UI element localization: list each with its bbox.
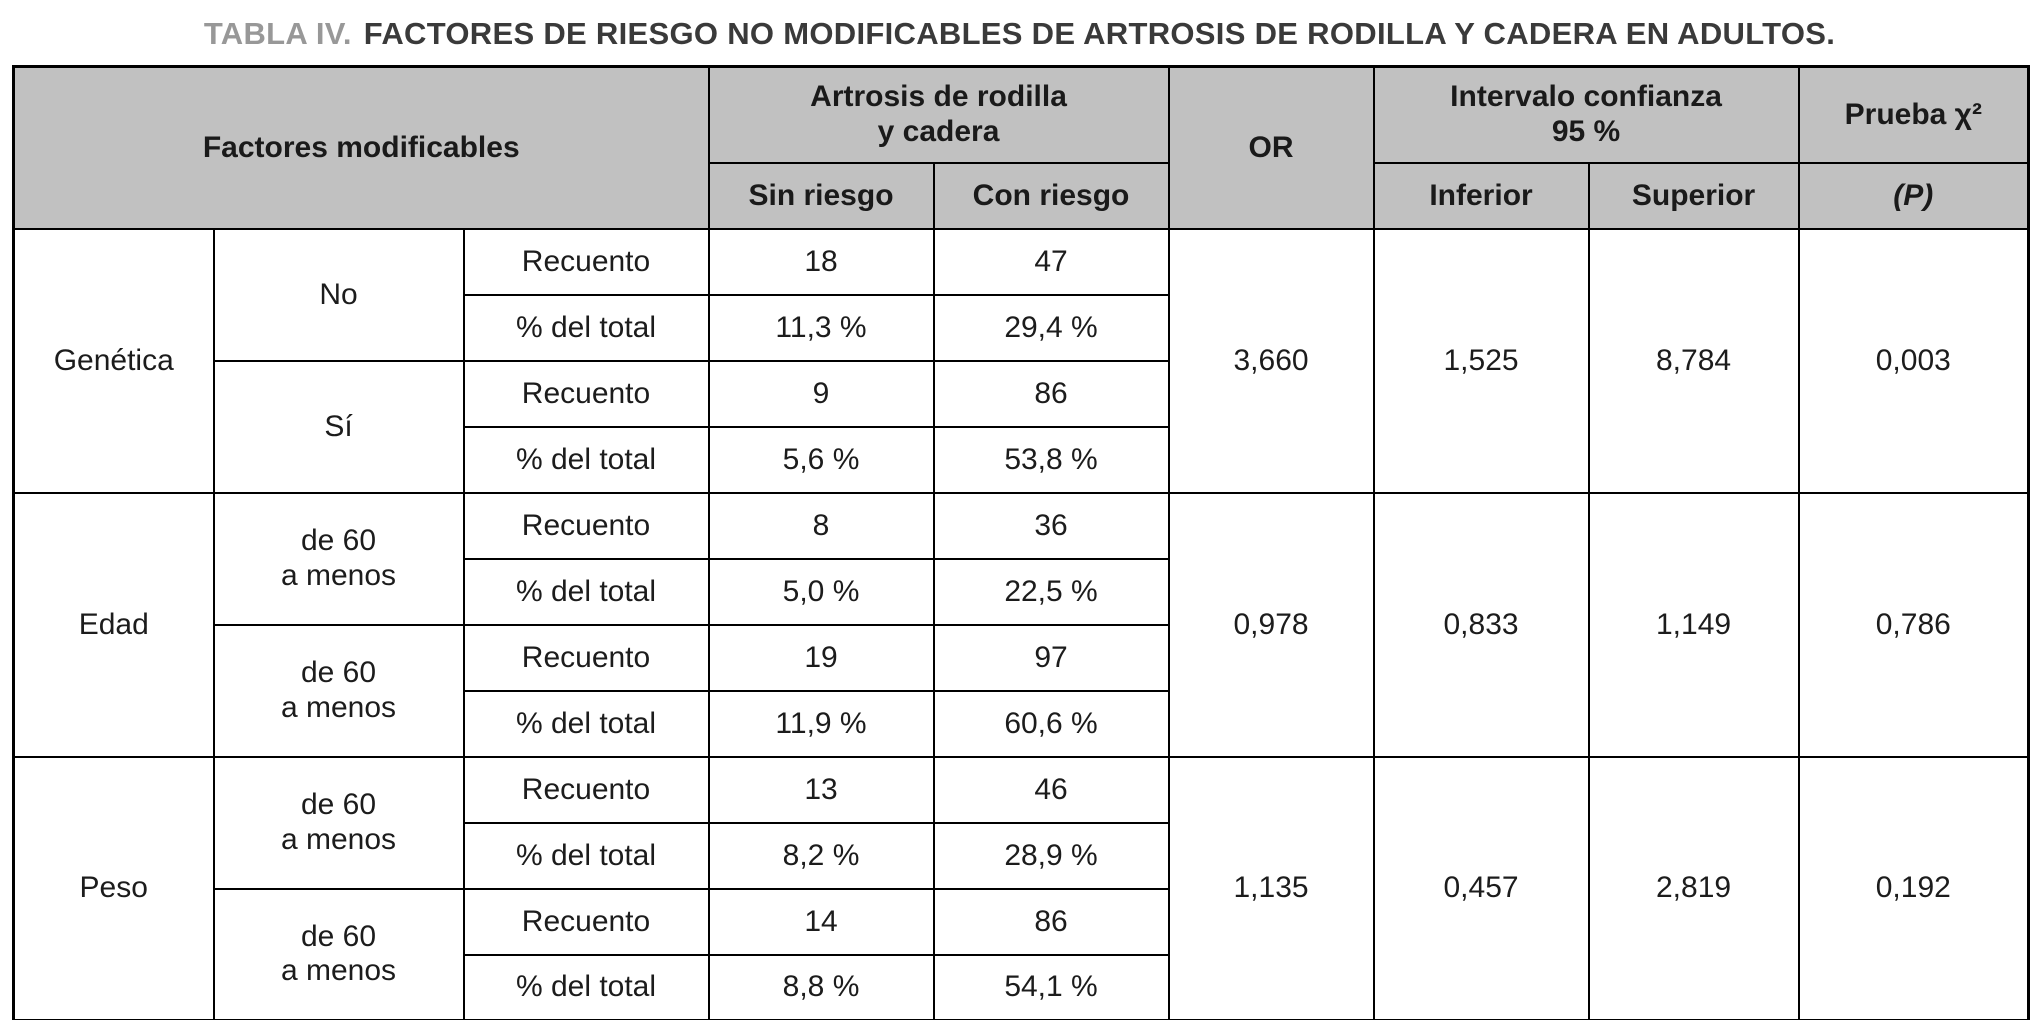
value-cell-sin-riesgo: 11,3 % bbox=[707, 293, 935, 362]
table-row: % del total 11,9 % 60,6 % bbox=[14, 689, 2029, 758]
measure-cell: % del total bbox=[462, 293, 710, 362]
measure-cell: % del total bbox=[462, 689, 710, 758]
table-row: Peso de 60 a menos Recuento 13 46 1,135 … bbox=[12, 755, 2030, 1020]
value-cell-con-riesgo: 97 bbox=[932, 623, 1170, 692]
table-row: de 60 a menos Recuento 19 97 bbox=[14, 623, 2029, 758]
or-cell: 3,660 bbox=[1167, 227, 1375, 494]
header-p-value: (P) bbox=[1797, 161, 2030, 230]
measure-cell: Recuento bbox=[462, 491, 710, 560]
table-row: % del total 8,8 % 54,1 % bbox=[14, 953, 2029, 1020]
measure-cell: Recuento bbox=[462, 623, 710, 692]
p-value-cell: 0,003 bbox=[1797, 227, 2030, 494]
value-cell-sin-riesgo: 8,8 % bbox=[707, 953, 935, 1020]
factor-cell: Peso bbox=[12, 755, 215, 1020]
table-row: de 60 a menos Recuento 14 86 bbox=[14, 887, 2029, 1020]
table-row: Genética No Recuento 18 47 3,660 1,525 8… bbox=[12, 227, 2030, 494]
value-cell-con-riesgo: 86 bbox=[932, 887, 1170, 956]
value-cell-sin-riesgo: 19 bbox=[707, 623, 935, 692]
measure-cell: Recuento bbox=[462, 755, 710, 824]
factor-cell: Edad bbox=[12, 491, 215, 758]
value-cell-sin-riesgo: 5,6 % bbox=[707, 425, 935, 494]
p-value-cell: 0,192 bbox=[1797, 755, 2030, 1020]
subgroup-cell: No bbox=[212, 227, 465, 362]
value-cell-con-riesgo: 29,4 % bbox=[932, 293, 1170, 362]
value-cell-sin-riesgo: 13 bbox=[707, 755, 935, 824]
ci-lower-cell: 0,457 bbox=[1372, 755, 1590, 1020]
header-sin-riesgo: Sin riesgo bbox=[707, 161, 935, 230]
header-con-riesgo: Con riesgo bbox=[932, 161, 1170, 230]
measure-cell: Recuento bbox=[462, 359, 710, 428]
measure-cell: Recuento bbox=[462, 887, 710, 956]
value-cell-con-riesgo: 54,1 % bbox=[932, 953, 1170, 1020]
table-title: TABLA IV. FACTORES DE RIESGO NO MODIFICAB… bbox=[12, 8, 2027, 65]
value-cell-con-riesgo: 46 bbox=[932, 755, 1170, 824]
table-row: Edad de 60 a menos Recuento 8 36 0,978 0… bbox=[12, 491, 2030, 758]
ci-upper-cell: 1,149 bbox=[1587, 491, 1800, 758]
ci-lower-cell: 0,833 bbox=[1372, 491, 1590, 758]
value-cell-con-riesgo: 86 bbox=[932, 359, 1170, 428]
p-value-cell: 0,786 bbox=[1797, 491, 2030, 758]
table-row: % del total 11,3 % 29,4 % bbox=[14, 293, 2029, 362]
ci-upper-cell: 2,819 bbox=[1587, 755, 1800, 1020]
measure-cell: % del total bbox=[462, 821, 710, 890]
ci-lower-cell: 1,525 bbox=[1372, 227, 1590, 494]
value-cell-sin-riesgo: 8,2 % bbox=[707, 821, 935, 890]
subgroup-cell: de 60 a menos bbox=[212, 491, 465, 626]
value-cell-sin-riesgo: 5,0 % bbox=[707, 557, 935, 626]
header-intervalo-confianza: Intervalo confianza 95 % bbox=[1372, 65, 1800, 164]
or-cell: 1,135 bbox=[1167, 755, 1375, 1020]
measure-cell: % del total bbox=[462, 953, 710, 1020]
value-cell-con-riesgo: 22,5 % bbox=[932, 557, 1170, 626]
value-cell-sin-riesgo: 9 bbox=[707, 359, 935, 428]
value-cell-con-riesgo: 36 bbox=[932, 491, 1170, 560]
value-cell-con-riesgo: 53,8 % bbox=[932, 425, 1170, 494]
table-body: Genética No Recuento 18 47 3,660 1,525 8… bbox=[12, 227, 2030, 1020]
table-row: % del total 5,0 % 22,5 % bbox=[14, 557, 2029, 626]
subgroup-cell: de 60 a menos bbox=[212, 623, 465, 758]
measure-cell: % del total bbox=[462, 557, 710, 626]
table-number-label: TABLA IV. bbox=[203, 16, 352, 51]
subgroup-cell: de 60 a menos bbox=[212, 755, 465, 890]
risk-factors-table: Factores modificables Artrosis de rodill… bbox=[12, 65, 2031, 1020]
header-or: OR bbox=[1167, 65, 1375, 230]
value-cell-con-riesgo: 47 bbox=[932, 227, 1170, 296]
table-row: % del total 8,2 % 28,9 % bbox=[14, 821, 2029, 890]
table-caption: FACTORES DE RIESGO NO MODIFICABLES DE AR… bbox=[363, 16, 1836, 51]
or-cell: 0,978 bbox=[1167, 491, 1375, 758]
table-header: Factores modificables Artrosis de rodill… bbox=[12, 65, 2030, 230]
header-superior: Superior bbox=[1587, 161, 1800, 230]
subgroup-cell: Sí bbox=[212, 359, 465, 494]
table-row: Sí Recuento 9 86 bbox=[14, 359, 2029, 494]
value-cell-con-riesgo: 28,9 % bbox=[932, 821, 1170, 890]
header-prueba-chi2: Prueba χ² bbox=[1797, 65, 2030, 164]
header-inferior: Inferior bbox=[1372, 161, 1590, 230]
value-cell-sin-riesgo: 18 bbox=[707, 227, 935, 296]
value-cell-sin-riesgo: 14 bbox=[707, 887, 935, 956]
value-cell-sin-riesgo: 8 bbox=[707, 491, 935, 560]
measure-cell: Recuento bbox=[462, 227, 710, 296]
value-cell-sin-riesgo: 11,9 % bbox=[707, 689, 935, 758]
measure-cell: % del total bbox=[462, 425, 710, 494]
table-row: % del total 5,6 % 53,8 % bbox=[14, 425, 2029, 494]
factor-cell: Genética bbox=[12, 227, 215, 494]
value-cell-con-riesgo: 60,6 % bbox=[932, 689, 1170, 758]
subgroup-cell: de 60 a menos bbox=[212, 887, 465, 1020]
header-factores: Factores modificables bbox=[12, 65, 710, 230]
header-artrosis: Artrosis de rodilla y cadera bbox=[707, 65, 1170, 164]
ci-upper-cell: 8,784 bbox=[1587, 227, 1800, 494]
